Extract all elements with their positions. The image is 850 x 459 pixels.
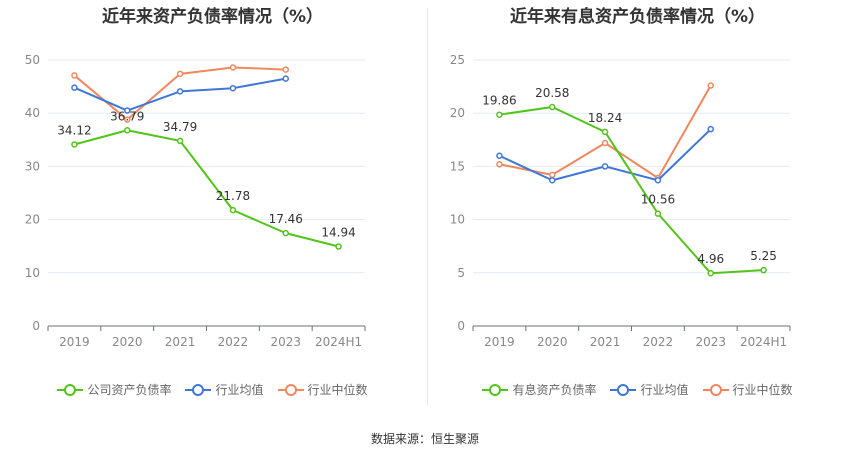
data-point[interactable] xyxy=(549,176,556,184)
legend-label: 行业均值 xyxy=(215,383,264,397)
legend-label: 行业中位数 xyxy=(307,383,368,397)
x-tick-label: 2021 xyxy=(590,335,621,349)
data-label: 34.12 xyxy=(57,123,91,137)
data-label: 36.79 xyxy=(110,109,144,123)
data-label: 34.79 xyxy=(163,120,197,134)
data-point[interactable] xyxy=(549,171,556,179)
data-point[interactable] xyxy=(71,141,78,148)
x-tick-label: 2023 xyxy=(695,335,726,349)
line-chart-interest-debt-ratio: 0 5 10 15 20 25 2019 2020 2021 2022 2023 2024H1 19.8… xyxy=(450,53,791,349)
data-point[interactable] xyxy=(229,84,237,92)
panel-divider xyxy=(427,8,428,406)
data-point[interactable] xyxy=(176,137,184,145)
y-tick-label: 50 xyxy=(25,53,40,67)
y-tick-label: 20 xyxy=(450,106,465,120)
series-line xyxy=(499,106,764,275)
data-point[interactable] xyxy=(124,107,131,114)
legend-item[interactable]: 有息资产负债率 xyxy=(482,381,596,398)
line-chart-debt-ratio: 0 10 20 30 40 50 2019 2020 2021 2022 2023 2024H1 34.… xyxy=(25,53,366,349)
data-point[interactable] xyxy=(176,70,184,78)
data-point[interactable] xyxy=(654,176,662,184)
legend-item[interactable]: 行业均值 xyxy=(185,381,264,398)
x-tick-label: 2020 xyxy=(112,335,143,349)
data-point[interactable] xyxy=(229,206,237,214)
legend-item[interactable]: 行业均值 xyxy=(610,381,689,398)
series-line xyxy=(498,128,712,182)
x-tick-label: 2023 xyxy=(270,335,301,349)
chart-legend: 公司资产负债率 行业均值 行业中位数 xyxy=(0,381,425,398)
legend-item[interactable]: 行业中位数 xyxy=(277,381,368,398)
data-label: 20.58 xyxy=(535,86,569,100)
legend-swatch-icon xyxy=(610,383,637,397)
chart-title: 近年来有息资产负债率情况（%） xyxy=(509,7,766,27)
y-tick-label: 15 xyxy=(450,159,465,173)
legend-item[interactable]: 公司资产负债率 xyxy=(57,381,171,398)
y-tick-label: 25 xyxy=(450,53,465,67)
chart-panel-left: 近年来资产负债率情况（%） 0 10 20 30 40 50 2019 2020 2021 202… xyxy=(0,0,425,410)
y-tick-label: 5 xyxy=(457,266,465,280)
legend-swatch-icon xyxy=(57,383,84,397)
y-tick-label: 0 xyxy=(457,319,465,333)
legend-item[interactable]: 行业中位数 xyxy=(702,381,793,398)
legend-swatch-icon xyxy=(185,383,212,397)
x-tick-label: 2019 xyxy=(484,335,515,349)
x-tick-label: 2020 xyxy=(537,335,568,349)
legend-swatch-icon xyxy=(702,383,729,397)
data-source: 数据来源：恒生聚源 xyxy=(370,432,479,446)
x-tick-label: 2024H1 xyxy=(315,335,362,349)
data-point[interactable] xyxy=(760,266,767,274)
legend-swatch-icon xyxy=(277,383,304,397)
y-tick-label: 20 xyxy=(25,213,40,227)
legend-label: 有息资产负债率 xyxy=(512,383,597,397)
y-tick-label: 40 xyxy=(25,106,40,120)
data-point[interactable] xyxy=(549,103,556,111)
data-point[interactable] xyxy=(707,269,714,277)
data-label: 5.25 xyxy=(750,249,777,263)
y-tick-label: 30 xyxy=(25,159,40,173)
data-point[interactable] xyxy=(282,229,289,237)
y-tick-label: 0 xyxy=(32,319,40,333)
data-point[interactable] xyxy=(496,152,503,160)
x-tick-label: 2022 xyxy=(218,335,249,349)
data-point[interactable] xyxy=(601,139,609,147)
chart-legend: 有息资产负债率 行业均值 行业中位数 xyxy=(425,381,850,398)
data-label: 21.78 xyxy=(216,189,250,203)
x-tick-label: 2019 xyxy=(59,335,90,349)
series-line xyxy=(74,129,339,248)
legend-label: 公司资产负债率 xyxy=(87,383,172,397)
data-label: 14.94 xyxy=(321,226,355,240)
x-tick-label: 2024H1 xyxy=(740,335,787,349)
data-label: 17.46 xyxy=(269,212,303,226)
data-point[interactable] xyxy=(282,75,289,82)
data-point[interactable] xyxy=(71,84,78,91)
data-point[interactable] xyxy=(176,88,184,95)
y-tick-label: 10 xyxy=(25,266,40,280)
data-point[interactable] xyxy=(496,161,503,168)
data-point[interactable] xyxy=(496,111,503,118)
data-point[interactable] xyxy=(601,128,609,136)
data-point[interactable] xyxy=(601,163,609,170)
data-label: 4.96 xyxy=(697,252,724,266)
legend-label: 行业中位数 xyxy=(732,383,793,397)
data-point[interactable] xyxy=(654,210,662,217)
legend-swatch-icon xyxy=(482,383,509,397)
x-tick-label: 2021 xyxy=(165,335,196,349)
y-tick-label: 10 xyxy=(450,213,465,227)
data-label: 18.24 xyxy=(588,111,622,125)
data-point[interactable] xyxy=(229,64,237,71)
data-point[interactable] xyxy=(71,72,78,79)
legend-label: 行业均值 xyxy=(640,383,689,397)
data-point[interactable] xyxy=(335,243,342,250)
data-label: 10.56 xyxy=(641,193,675,207)
data-point[interactable] xyxy=(282,66,289,73)
data-point[interactable] xyxy=(124,116,131,123)
data-point[interactable] xyxy=(707,125,714,133)
data-point[interactable] xyxy=(124,127,131,134)
data-label: 19.86 xyxy=(482,94,516,108)
x-tick-label: 2022 xyxy=(643,335,674,349)
data-point[interactable] xyxy=(707,82,714,89)
chart-panel-right: 近年来有息资产负债率情况（%） 0 5 10 15 20 25 2019 2020 2021 20… xyxy=(425,0,850,410)
chart-title: 近年来资产负债率情况（%） xyxy=(101,7,324,27)
